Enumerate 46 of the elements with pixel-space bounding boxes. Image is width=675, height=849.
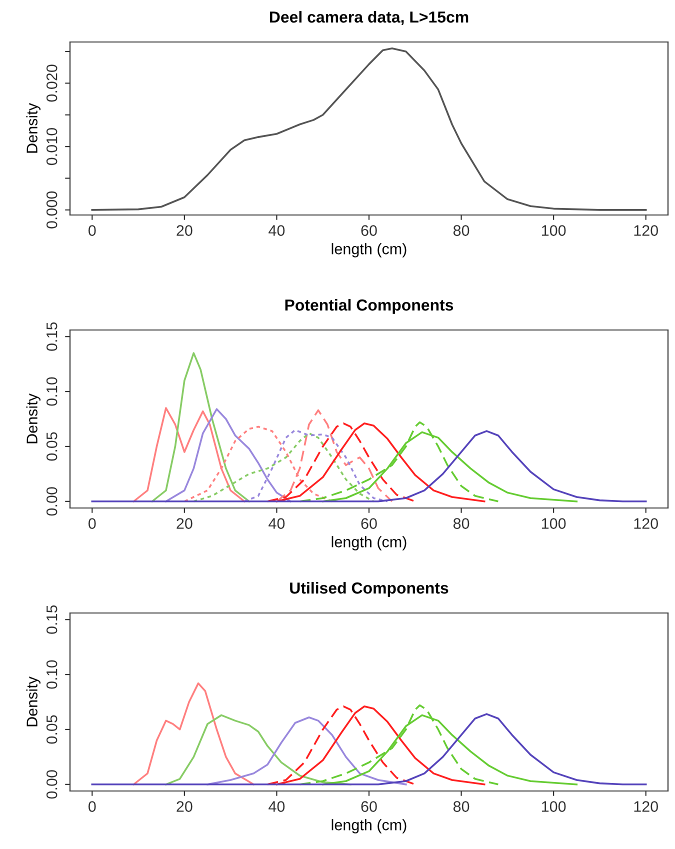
x-tick-label: 0 (88, 518, 96, 529)
y-axis-title: Density (26, 676, 40, 726)
y-tick-label: 0.15 (46, 322, 58, 351)
x-tick-label: 20 (176, 225, 192, 236)
y-tick-label: 0.10 (46, 660, 58, 689)
x-tick-label: 80 (453, 801, 470, 812)
x-tick-label: 80 (453, 225, 470, 236)
x-tick-label: 40 (268, 225, 285, 236)
y-axis-title: Density (26, 394, 40, 444)
line-series (91, 47, 647, 211)
x-tick-label: 20 (176, 801, 192, 812)
y-tick-label: 0.10 (46, 377, 58, 406)
x-tick-label: 120 (634, 801, 658, 812)
y-tick-label: 0.00 (46, 487, 58, 516)
y-tick-label: 0.020 (46, 64, 58, 102)
x-axis-title: length (cm) (332, 819, 406, 834)
x-tick-label: 100 (542, 518, 566, 529)
x-tick-label: 40 (268, 518, 285, 529)
x-tick-label: 40 (268, 801, 285, 812)
chart-title: Utilised Components (290, 582, 448, 597)
line-series (206, 716, 407, 786)
line-series (91, 713, 647, 786)
y-tick-label: 0.00 (46, 770, 58, 799)
line-series (91, 430, 647, 502)
x-tick-label: 100 (542, 801, 566, 812)
x-tick-label: 60 (361, 801, 377, 812)
chart-title: Potential Components (285, 298, 454, 314)
y-axis-title: Density (26, 103, 40, 153)
x-tick-label: 20 (176, 518, 192, 529)
y-tick-label: 0.05 (46, 432, 58, 461)
x-axis-title: length (cm) (332, 536, 406, 550)
y-tick-label: 0.010 (46, 128, 58, 166)
x-tick-label: 0 (88, 225, 96, 236)
x-tick-label: 120 (634, 225, 658, 236)
x-axis-title: length (cm) (332, 243, 406, 258)
x-tick-label: 60 (361, 225, 377, 236)
x-tick-label: 60 (361, 518, 377, 529)
y-tick-label: 0.15 (46, 605, 58, 634)
x-tick-label: 0 (88, 801, 96, 812)
x-tick-label: 100 (542, 225, 566, 236)
x-tick-label: 80 (453, 518, 470, 529)
y-tick-label: 0.000 (46, 191, 58, 228)
line-series (132, 682, 255, 786)
x-tick-label: 120 (634, 518, 658, 529)
chart-title: Deel camera data, L>15cm (270, 10, 468, 26)
y-tick-label: 0.05 (46, 715, 58, 744)
